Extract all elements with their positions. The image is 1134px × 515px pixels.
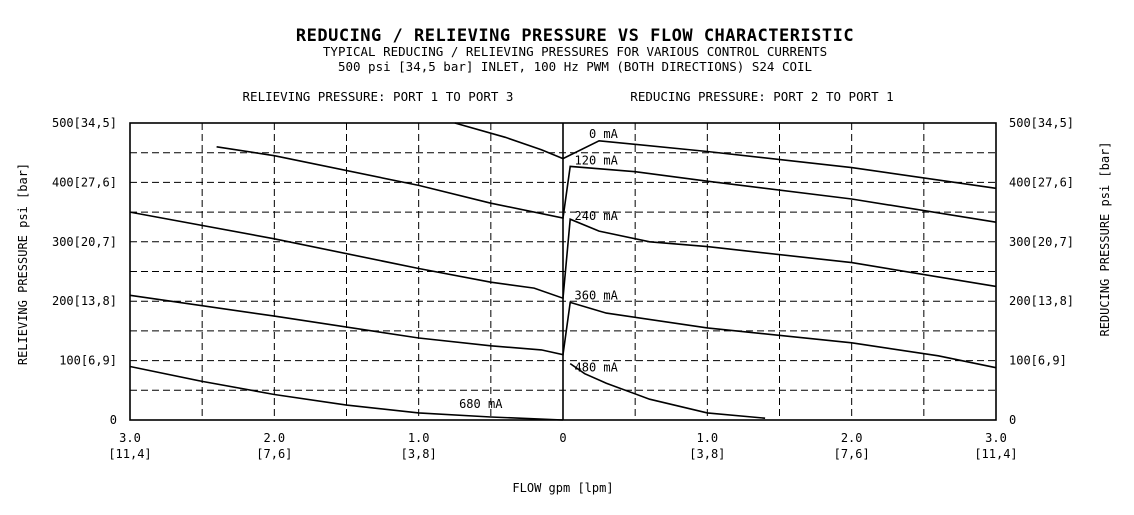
plot-frame [129, 122, 997, 421]
curve-0-ma [454, 122, 997, 190]
curves: 0 mA 120 mA 240 mA 360 mA 480 mA 680 mA [129, 122, 997, 421]
left-y-axis-label: RELIEVING PRESSURE psi [bar] [16, 163, 30, 365]
x-tick-label-gpm: 1.0 [408, 431, 430, 445]
x-axis-label: FLOW gpm [lpm] [512, 481, 613, 495]
x-tick-label-lpm: [7,6] [256, 447, 292, 461]
x-tick-label-lpm: [7,6] [834, 447, 870, 461]
y-tick-label-right: 400[27,6] [1009, 175, 1074, 189]
chart-subtitle-1: TYPICAL REDUCING / RELIEVING PRESSURES F… [323, 44, 827, 59]
curve-240-ma [129, 211, 997, 300]
x-tick-label-lpm: [3,8] [689, 447, 725, 461]
y-tick-label-left: 500[34,5] [52, 116, 117, 130]
reducing-region-label: REDUCING PRESSURE: PORT 2 TO PORT 1 [630, 89, 893, 104]
x-tick-label-lpm: [11,4] [974, 447, 1017, 461]
curve-label-360-ma: 360 mA [575, 288, 619, 302]
y-tick-label-right: 200[13,8] [1009, 294, 1074, 308]
x-tick-label-gpm: 3.0 [985, 431, 1007, 445]
curve-label-680-ma: 680 mA [459, 397, 503, 411]
y-tick-label-left: 100[6,9] [59, 354, 117, 368]
curve-label-0-ma: 0 mA [589, 127, 619, 141]
x-tick-label-lpm: [3,8] [401, 447, 437, 461]
relieving-region-label: RELIEVING PRESSURE: PORT 1 TO PORT 3 [243, 89, 514, 104]
right-y-axis-label: REDUCING PRESSURE psi [bar] [1098, 141, 1112, 336]
curve-label-120-ma: 120 mA [575, 154, 619, 168]
y-tick-label-left: 0 [110, 413, 117, 427]
x-tick-label-lpm: [11,4] [108, 447, 151, 461]
y-tick-label-left: 200[13,8] [52, 294, 117, 308]
x-tick-label-gpm: 3.0 [119, 431, 141, 445]
y-tick-label-right: 300[20,7] [1009, 235, 1074, 249]
chart-subtitle-2: 500 psi [34,5 bar] INLET, 100 Hz PWM (BO… [338, 59, 812, 74]
curve-680-ma [129, 365, 564, 421]
chart-title: REDUCING / RELIEVING PRESSURE VS FLOW CH… [296, 26, 854, 46]
curve-120-ma [216, 146, 997, 223]
y-tick-label-left: 300[20,7] [52, 235, 117, 249]
curve-360-ma [129, 294, 997, 369]
x-tick-label-gpm: 2.0 [841, 431, 863, 445]
x-tick-label-gpm: 2.0 [263, 431, 285, 445]
x-tick-label-gpm: 1.0 [696, 431, 718, 445]
curve-label-240-ma: 240 mA [575, 209, 619, 223]
curve-480-ma [569, 362, 766, 419]
x-tick-label-gpm: 0 [559, 431, 566, 445]
curve-label-480-ma: 480 mA [575, 360, 619, 374]
tick-labels: 0 0 100[6,9] 100[6,9] 200[13,8] 200[13,8] 300[… [52, 116, 1074, 461]
y-tick-label-left: 400[27,6] [52, 175, 117, 189]
y-tick-label-right: 100[6,9] [1009, 354, 1067, 368]
y-tick-label-right: 500[34,5] [1009, 116, 1074, 130]
y-tick-label-right: 0 [1009, 413, 1016, 427]
